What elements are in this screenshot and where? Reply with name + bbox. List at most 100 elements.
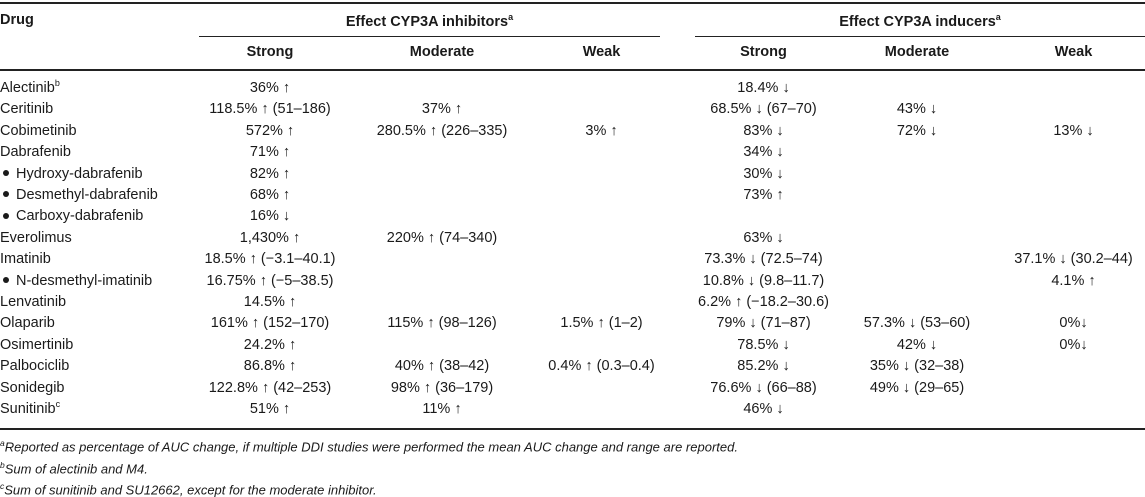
cell-inh-moderate xyxy=(341,163,543,185)
cell-ind-weak xyxy=(1002,141,1145,163)
cell-inh-weak xyxy=(543,270,660,292)
header-ind-strong: Strong xyxy=(740,44,787,60)
drug-name: Osimertinib xyxy=(0,334,73,356)
cell-ind-weak: 0%↓ xyxy=(1059,336,1088,353)
footnote-marker: a xyxy=(0,438,5,448)
bullet-icon xyxy=(3,212,9,219)
drug-label: Sunitinib xyxy=(0,401,56,417)
cell-ind-weak xyxy=(1002,184,1145,206)
cell-inh-moderate xyxy=(341,248,543,270)
table-bottom-rule xyxy=(0,428,1145,430)
cell-ind-moderate xyxy=(832,163,1002,185)
cell-inh-weak xyxy=(543,334,660,356)
cell-inh-strong: 16% ↓ xyxy=(249,208,291,225)
cell-ind-weak xyxy=(1002,163,1145,185)
cell-ind-moderate xyxy=(832,398,1002,420)
cell-inh-weak xyxy=(543,98,660,120)
cell-ind-strong: 68.5% ↓ (67–70) xyxy=(710,101,817,118)
cell-ind-weak: 13% ↓ xyxy=(1053,122,1094,139)
cell-inh-moderate xyxy=(341,205,543,227)
cell-inh-strong: 18.5% ↑ (−3.1–40.1) xyxy=(204,251,336,268)
cell-ind-moderate: 35% ↓ (32–38) xyxy=(869,358,965,375)
drug-label: Ceritinib xyxy=(0,101,54,118)
drug-label: N-desmethyl-imatinib xyxy=(16,272,153,289)
header-ind-moderate: Moderate xyxy=(884,44,950,60)
cell-ind-weak xyxy=(1002,291,1145,313)
cell-ind-strong: 46% ↓ xyxy=(743,401,784,417)
cell-inh-moderate: 220% ↑ (74–340) xyxy=(386,229,498,246)
drug-label: Dabrafenib xyxy=(0,144,71,161)
cell-inh-weak: 3% ↑ xyxy=(585,122,618,139)
cell-ind-strong: 78.5% ↓ xyxy=(737,336,790,353)
footnote-marker: c xyxy=(55,399,61,410)
cell-ind-strong: 83% ↓ xyxy=(743,122,784,139)
drug-name: Ceritinib xyxy=(0,98,53,120)
cell-ind-strong: 10.8% ↓ (9.8–11.7) xyxy=(702,272,825,289)
cell-inh-weak: 1.5% ↑ (1–2) xyxy=(560,315,643,332)
footnote-marker: b xyxy=(54,78,60,89)
drug-name: Sonidegib xyxy=(0,377,65,399)
cell-inh-strong: 16.75% ↑ (−5–38.5) xyxy=(206,272,334,289)
drug-name: Everolimus xyxy=(0,227,72,249)
bullet-icon xyxy=(3,169,9,176)
cell-inh-moderate xyxy=(341,77,543,99)
header-group-inducers: Effect CYP3A inducersa xyxy=(839,12,1001,30)
bullet-icon xyxy=(3,276,9,283)
header-ind-weak: Weak xyxy=(1054,44,1093,60)
cell-ind-strong xyxy=(695,205,832,227)
drug-label: Lenvatinib xyxy=(0,294,67,310)
drug-label: Everolimus xyxy=(0,229,72,246)
cell-inh-weak xyxy=(543,227,660,249)
cell-ind-moderate xyxy=(832,184,1002,206)
cell-inh-weak xyxy=(543,184,660,206)
cell-ind-moderate xyxy=(832,77,1002,99)
header-inh-strong: Strong xyxy=(246,44,294,60)
cell-ind-weak xyxy=(1002,227,1145,249)
cell-ind-strong: 85.2% ↓ xyxy=(737,358,790,375)
cell-ind-weak: 0%↓ xyxy=(1059,315,1088,332)
cell-inh-strong: 86.8% ↑ xyxy=(243,358,297,375)
cell-inh-moderate: 115% ↑ (98–126) xyxy=(387,315,497,332)
cell-inh-weak: 0.4% ↑ (0.3–0.4) xyxy=(548,358,655,375)
cell-inh-strong: 51% ↑ xyxy=(249,401,291,417)
cell-ind-strong: 63% ↓ xyxy=(743,229,784,246)
drug-label: Desmethyl-dabrafenib xyxy=(16,187,158,203)
cell-ind-weak xyxy=(1002,355,1145,377)
cell-ind-strong: 30% ↓ xyxy=(743,165,784,182)
cell-ind-moderate: 42% ↓ xyxy=(896,336,938,353)
header-bottom-rule xyxy=(0,69,1145,71)
cell-inh-strong: 71% ↑ xyxy=(249,144,291,161)
drug-name: Hydroxy-dabrafenib xyxy=(0,163,143,185)
cell-inh-strong: 161% ↑ (152–170) xyxy=(210,315,330,332)
cell-inh-strong: 36% ↑ xyxy=(249,80,291,96)
footnote-text: Sum of sunitinib and SU12662, except for… xyxy=(4,482,377,497)
inhibitors-underline xyxy=(199,36,660,37)
cell-inh-moderate xyxy=(341,184,543,206)
cell-inh-strong: 1,430% ↑ xyxy=(239,229,301,246)
drug-name: Palbociclib xyxy=(0,355,69,377)
footnote: cSum of sunitinib and SU12662, except fo… xyxy=(0,481,377,497)
drug-name: Alectinibb xyxy=(0,77,60,99)
header-group-inhibitors: Effect CYP3A inhibitorsa xyxy=(345,12,514,30)
inducers-underline xyxy=(695,36,1145,37)
cell-inh-strong: 572% ↑ xyxy=(245,122,295,139)
drug-name: Desmethyl-dabrafenib xyxy=(0,184,158,206)
drug-label: Hydroxy-dabrafenib xyxy=(16,165,143,182)
cell-inh-moderate: 11% ↑ xyxy=(422,401,462,417)
cell-inh-weak xyxy=(543,77,660,99)
cell-ind-weak: 4.1% ↑ xyxy=(1051,272,1096,289)
cell-ind-moderate xyxy=(832,227,1002,249)
footnote-marker: b xyxy=(0,460,5,470)
cell-inh-strong: 24.2% ↑ xyxy=(243,336,297,353)
cell-inh-moderate xyxy=(341,291,543,313)
cell-ind-weak xyxy=(1002,205,1145,227)
cell-ind-strong: 79% ↓ (71–87) xyxy=(716,315,811,332)
cell-inh-weak xyxy=(543,141,660,163)
footnote-text: Reported as percentage of AUC change, if… xyxy=(4,439,738,455)
cell-ind-weak xyxy=(1002,98,1145,120)
cell-inh-weak xyxy=(543,205,660,227)
drug-name: Olaparib xyxy=(0,312,55,334)
footnote: aReported as percentage of AUC change, i… xyxy=(0,438,738,454)
header-inh-weak: Weak xyxy=(582,44,621,60)
